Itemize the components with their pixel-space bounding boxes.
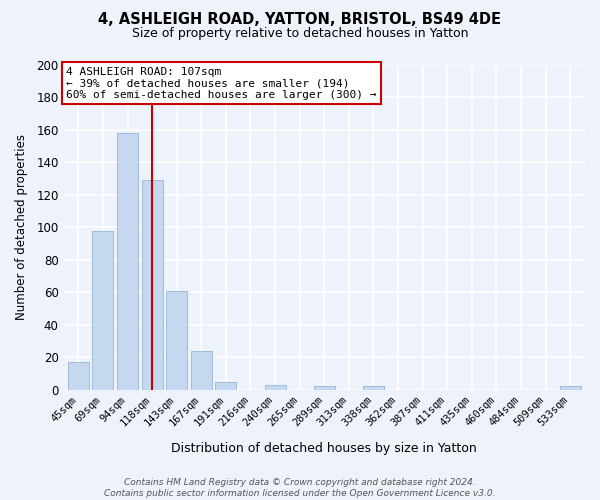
Bar bbox=[68, 362, 89, 390]
Bar bbox=[265, 385, 286, 390]
Bar bbox=[560, 386, 581, 390]
Bar bbox=[166, 290, 187, 390]
X-axis label: Distribution of detached houses by size in Yatton: Distribution of detached houses by size … bbox=[172, 442, 477, 455]
Bar bbox=[191, 350, 212, 390]
Bar bbox=[117, 133, 138, 390]
Text: 4 ASHLEIGH ROAD: 107sqm
← 39% of detached houses are smaller (194)
60% of semi-d: 4 ASHLEIGH ROAD: 107sqm ← 39% of detache… bbox=[66, 66, 377, 100]
Text: Contains HM Land Registry data © Crown copyright and database right 2024.
Contai: Contains HM Land Registry data © Crown c… bbox=[104, 478, 496, 498]
Bar bbox=[142, 180, 163, 390]
Bar bbox=[215, 382, 236, 390]
Bar bbox=[363, 386, 384, 390]
Text: 4, ASHLEIGH ROAD, YATTON, BRISTOL, BS49 4DE: 4, ASHLEIGH ROAD, YATTON, BRISTOL, BS49 … bbox=[98, 12, 502, 28]
Bar bbox=[92, 230, 113, 390]
Text: Size of property relative to detached houses in Yatton: Size of property relative to detached ho… bbox=[132, 28, 468, 40]
Y-axis label: Number of detached properties: Number of detached properties bbox=[15, 134, 28, 320]
Bar bbox=[314, 386, 335, 390]
